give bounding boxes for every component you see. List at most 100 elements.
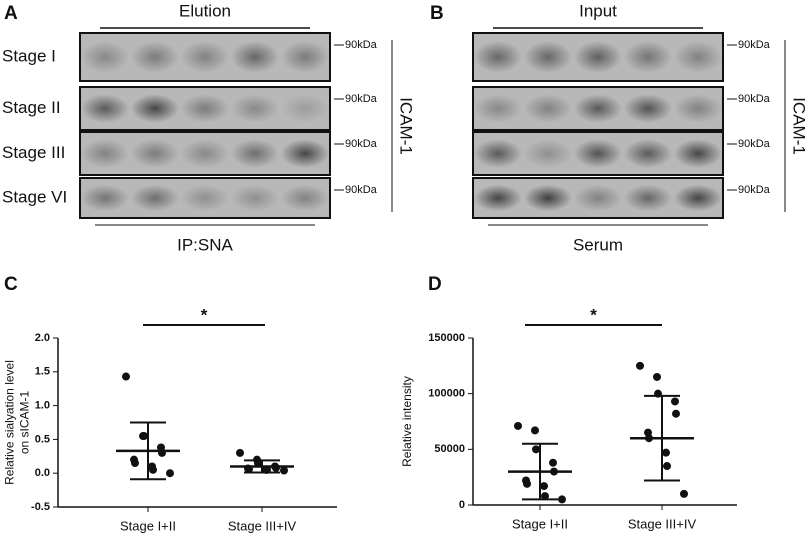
- data-point: [541, 492, 549, 501]
- band: [81, 139, 129, 168]
- band: [131, 139, 179, 168]
- y-tick-label: 50000: [434, 443, 465, 455]
- data-point: [140, 432, 148, 441]
- band: [624, 41, 672, 73]
- panel-label: B: [430, 3, 444, 24]
- x-tick-label: Stage I+II: [512, 516, 568, 531]
- band: [281, 94, 329, 123]
- band: [524, 94, 572, 123]
- marker-label: 90kDa: [345, 39, 378, 51]
- band: [231, 184, 279, 212]
- band: [574, 94, 622, 123]
- band: [574, 41, 622, 73]
- y-tick-label: 2.0: [35, 332, 50, 344]
- row-label: Stage II: [2, 98, 61, 117]
- band: [674, 184, 722, 212]
- marker-label: 90kDa: [738, 39, 771, 51]
- y-tick-label: 100000: [428, 388, 465, 400]
- y-tick-label: 0: [459, 499, 465, 511]
- band: [674, 41, 722, 73]
- data-point: [672, 409, 680, 418]
- band: [674, 139, 722, 168]
- band: [131, 184, 179, 212]
- band: [674, 94, 722, 123]
- data-point: [653, 372, 661, 381]
- row-label: Stage I: [2, 46, 56, 65]
- row-label: Stage III: [2, 143, 65, 162]
- band: [474, 94, 522, 123]
- x-tick-label: Stage I+II: [120, 518, 176, 533]
- data-point: [558, 495, 566, 504]
- data-point: [131, 459, 139, 468]
- y-tick-label: 1.0: [35, 400, 50, 412]
- band: [281, 184, 329, 212]
- band: [624, 184, 672, 212]
- data-point: [236, 448, 244, 457]
- data-point: [662, 448, 670, 457]
- band: [181, 184, 229, 212]
- y-tick-label: 0.5: [35, 433, 50, 445]
- protein-label: ICAM-1: [397, 97, 416, 155]
- band: [231, 94, 279, 123]
- band: [474, 41, 522, 73]
- band: [474, 184, 522, 212]
- marker-label: 90kDa: [345, 184, 378, 196]
- y-tick-label: -0.5: [31, 501, 50, 513]
- panel-label: C: [4, 274, 18, 295]
- data-point: [272, 463, 280, 472]
- band: [181, 94, 229, 123]
- band: [81, 94, 129, 123]
- panel-label: D: [428, 274, 442, 295]
- band: [81, 41, 129, 73]
- blot-footer: Serum: [573, 235, 623, 254]
- band: [524, 184, 572, 212]
- band: [574, 139, 622, 168]
- y-axis-label: Relative sialyation level: [3, 360, 17, 485]
- significance-label: *: [590, 305, 597, 324]
- band: [81, 184, 129, 212]
- data-point: [149, 465, 157, 474]
- data-point: [166, 469, 174, 478]
- x-tick-label: Stage III+IV: [228, 518, 297, 533]
- band: [131, 41, 179, 73]
- band: [131, 94, 179, 123]
- y-tick-label: 150000: [428, 332, 465, 344]
- y-axis-label: on sICAM-1: [18, 391, 32, 455]
- data-point: [280, 466, 288, 475]
- band: [281, 139, 329, 168]
- protein-label: ICAM-1: [790, 97, 809, 155]
- y-tick-label: 1.5: [35, 366, 50, 378]
- band: [574, 184, 622, 212]
- data-point: [549, 458, 557, 467]
- marker-label: 90kDa: [738, 93, 771, 105]
- data-point: [122, 372, 130, 381]
- y-tick-label: 0.0: [35, 467, 50, 479]
- blot-title: Input: [579, 1, 617, 20]
- band: [281, 41, 329, 73]
- band: [624, 94, 672, 123]
- data-point: [663, 462, 671, 471]
- marker-label: 90kDa: [345, 138, 378, 150]
- blot-footer: IP:SNA: [177, 235, 233, 254]
- blot-title: Elution: [179, 1, 231, 20]
- data-point: [636, 361, 644, 370]
- band: [231, 41, 279, 73]
- x-tick-label: Stage III+IV: [628, 516, 697, 531]
- significance-label: *: [201, 305, 208, 324]
- data-point: [531, 426, 539, 435]
- data-point: [514, 421, 522, 430]
- data-point: [523, 479, 531, 488]
- marker-label: 90kDa: [345, 93, 378, 105]
- marker-label: 90kDa: [738, 184, 771, 196]
- row-label: Stage VI: [2, 187, 67, 206]
- data-point: [680, 489, 688, 498]
- band: [181, 139, 229, 168]
- band: [231, 139, 279, 168]
- data-point: [540, 482, 548, 491]
- marker-label: 90kDa: [738, 138, 771, 150]
- y-axis-label: Relative intensity: [400, 376, 414, 467]
- band: [474, 139, 522, 168]
- band: [524, 41, 572, 73]
- data-point: [532, 445, 540, 454]
